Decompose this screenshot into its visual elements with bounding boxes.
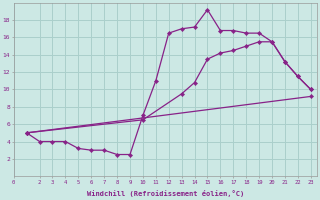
X-axis label: Windchill (Refroidissement éolien,°C): Windchill (Refroidissement éolien,°C) — [87, 190, 244, 197]
